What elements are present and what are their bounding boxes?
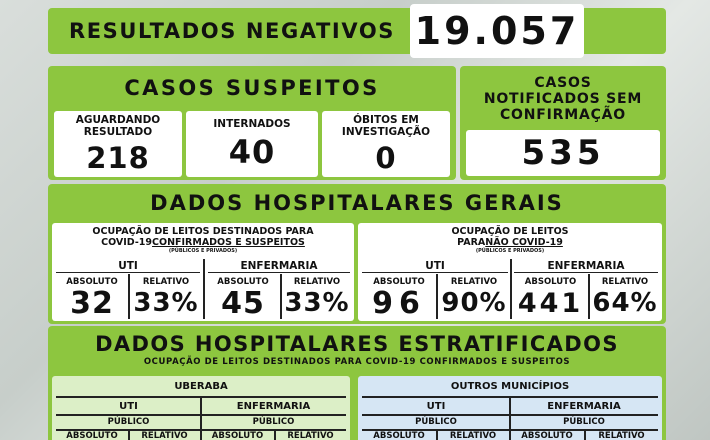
deaths-investigation-value: 0 xyxy=(375,140,397,175)
non-covid-beds-card: OCUPAÇÃO DE LEITOS PARA NÃO COVID-19 (PÚ… xyxy=(358,223,662,321)
covid-uti-group: UTI xyxy=(56,259,200,273)
covid-enf-absolute: 45 xyxy=(221,285,265,321)
non-covid-note: (PÚBLICOS E PRIVADOS) xyxy=(475,248,545,254)
non-covid-enfermaria-group: ENFERMARIA xyxy=(514,259,658,273)
uberaba-uti-absolute-label: ABSOLUTO xyxy=(66,431,118,440)
awaiting-result-box: AGUARDANDO RESULTADO 218 xyxy=(54,111,182,177)
covid-uti-absolute: 32 xyxy=(70,285,114,321)
other-municipalities-card: OUTROS MUNICÍPIOS UTI ENFERMARIA PÚBLICO… xyxy=(358,376,662,440)
uberaba-uti-public-label: PÚBLICO xyxy=(107,417,150,427)
uberaba-uti-label: UTI xyxy=(119,400,138,412)
other-enf-public-label: PÚBLICO xyxy=(563,417,605,427)
notified-cases-title: CASOS NOTIFICADOS SEM CONFIRMAÇÃO xyxy=(483,75,643,123)
negative-results-label: RESULTADOS NEGATIVOS xyxy=(68,19,396,43)
uberaba-enf-relative-label: RELATIVO xyxy=(287,431,334,440)
non-covid-uti-absolute: 96 xyxy=(372,285,426,321)
stratified-hospital-subtitle: OCUPAÇÃO DE LEITOS DESTINADOS PARA COVID… xyxy=(143,357,571,367)
hospitalized-value: 40 xyxy=(228,132,276,171)
non-covid-uti-absolute-label: ABSOLUTO xyxy=(373,276,425,287)
other-enf-absolute-label: ABSOLUTO xyxy=(521,431,573,440)
non-covid-enf-relative-label: RELATIVO xyxy=(601,276,649,287)
covid-beds-heading-line2: COVID-19 CONFIRMADOS E SUSPEITOS xyxy=(101,237,305,248)
stratified-hospital-title: DADOS HOSPITALARES ESTRATIFICADOS xyxy=(95,332,619,356)
notified-cases-value: 535 xyxy=(466,130,660,176)
deaths-investigation-label: ÓBITOS EM INVESTIGAÇÃO xyxy=(341,113,431,138)
non-covid-uti-relative: 90% xyxy=(441,288,507,318)
uberaba-enf-public-label: PÚBLICO xyxy=(252,417,295,427)
covid-beds-heading-line1: OCUPAÇÃO DE LEITOS DESTINADOS PARA xyxy=(92,226,314,237)
non-covid-enf-absolute-label: ABSOLUTO xyxy=(524,276,577,287)
non-covid-enf-relative: 64% xyxy=(592,288,658,318)
negative-results-value: 19.057 xyxy=(410,4,584,58)
non-covid-uti-relative-label: RELATIVO xyxy=(450,276,498,287)
covid-uti-relative: 33% xyxy=(133,288,199,318)
non-covid-uti-group: UTI xyxy=(362,259,508,273)
awaiting-result-label: AGUARDANDO RESULTADO xyxy=(75,113,161,138)
uberaba-name: UBERABA xyxy=(174,380,228,392)
uberaba-uti-relative-label: RELATIVO xyxy=(141,431,188,440)
other-uti-relative-label: RELATIVO xyxy=(449,431,497,440)
other-municipalities-name: OUTROS MUNICÍPIOS xyxy=(450,380,570,392)
covid-enf-relative: 33% xyxy=(284,288,350,318)
non-covid-heading-line1: OCUPAÇÃO DE LEITOS xyxy=(451,226,569,237)
hospitalized-box: INTERNADOS 40 xyxy=(186,111,318,177)
awaiting-result-value: 218 xyxy=(86,140,150,175)
other-uti-public-label: PÚBLICO xyxy=(415,417,457,427)
other-enfermaria-label: ENFERMARIA xyxy=(547,400,621,412)
general-hospital-title: DADOS HOSPITALARES GERAIS xyxy=(150,191,564,215)
hospitalized-label: INTERNADOS xyxy=(213,117,291,130)
covid-enfermaria-group: ENFERMARIA xyxy=(208,259,350,273)
other-uti-absolute-label: ABSOLUTO xyxy=(373,431,425,440)
covid-enf-relative-label: RELATIVO xyxy=(293,276,341,287)
covid-enf-absolute-label: ABSOLUTO xyxy=(217,276,269,287)
other-uti-label: UTI xyxy=(426,400,446,412)
uberaba-enf-absolute-label: ABSOLUTO xyxy=(211,431,264,440)
uberaba-card: UBERABA UTI ENFERMARIA PÚBLICO PÚBLICO A… xyxy=(52,376,350,440)
uberaba-enfermaria-label: ENFERMARIA xyxy=(236,400,311,412)
covid-uti-absolute-label: ABSOLUTO xyxy=(66,276,118,287)
other-enf-relative-label: RELATIVO xyxy=(598,431,645,440)
covid-beds-note: (PÚBLICOS E PRIVADOS) xyxy=(168,248,238,254)
covid-beds-card: OCUPAÇÃO DE LEITOS DESTINADOS PARA COVID… xyxy=(52,223,354,321)
deaths-investigation-box: ÓBITOS EM INVESTIGAÇÃO 0 xyxy=(322,111,450,177)
suspected-cases-title: CASOS SUSPEITOS xyxy=(124,76,380,100)
non-covid-enf-absolute: 441 xyxy=(517,287,584,319)
non-covid-heading-line2: PARA NÃO COVID-19 xyxy=(457,237,563,248)
covid-uti-relative-label: RELATIVO xyxy=(142,276,190,287)
